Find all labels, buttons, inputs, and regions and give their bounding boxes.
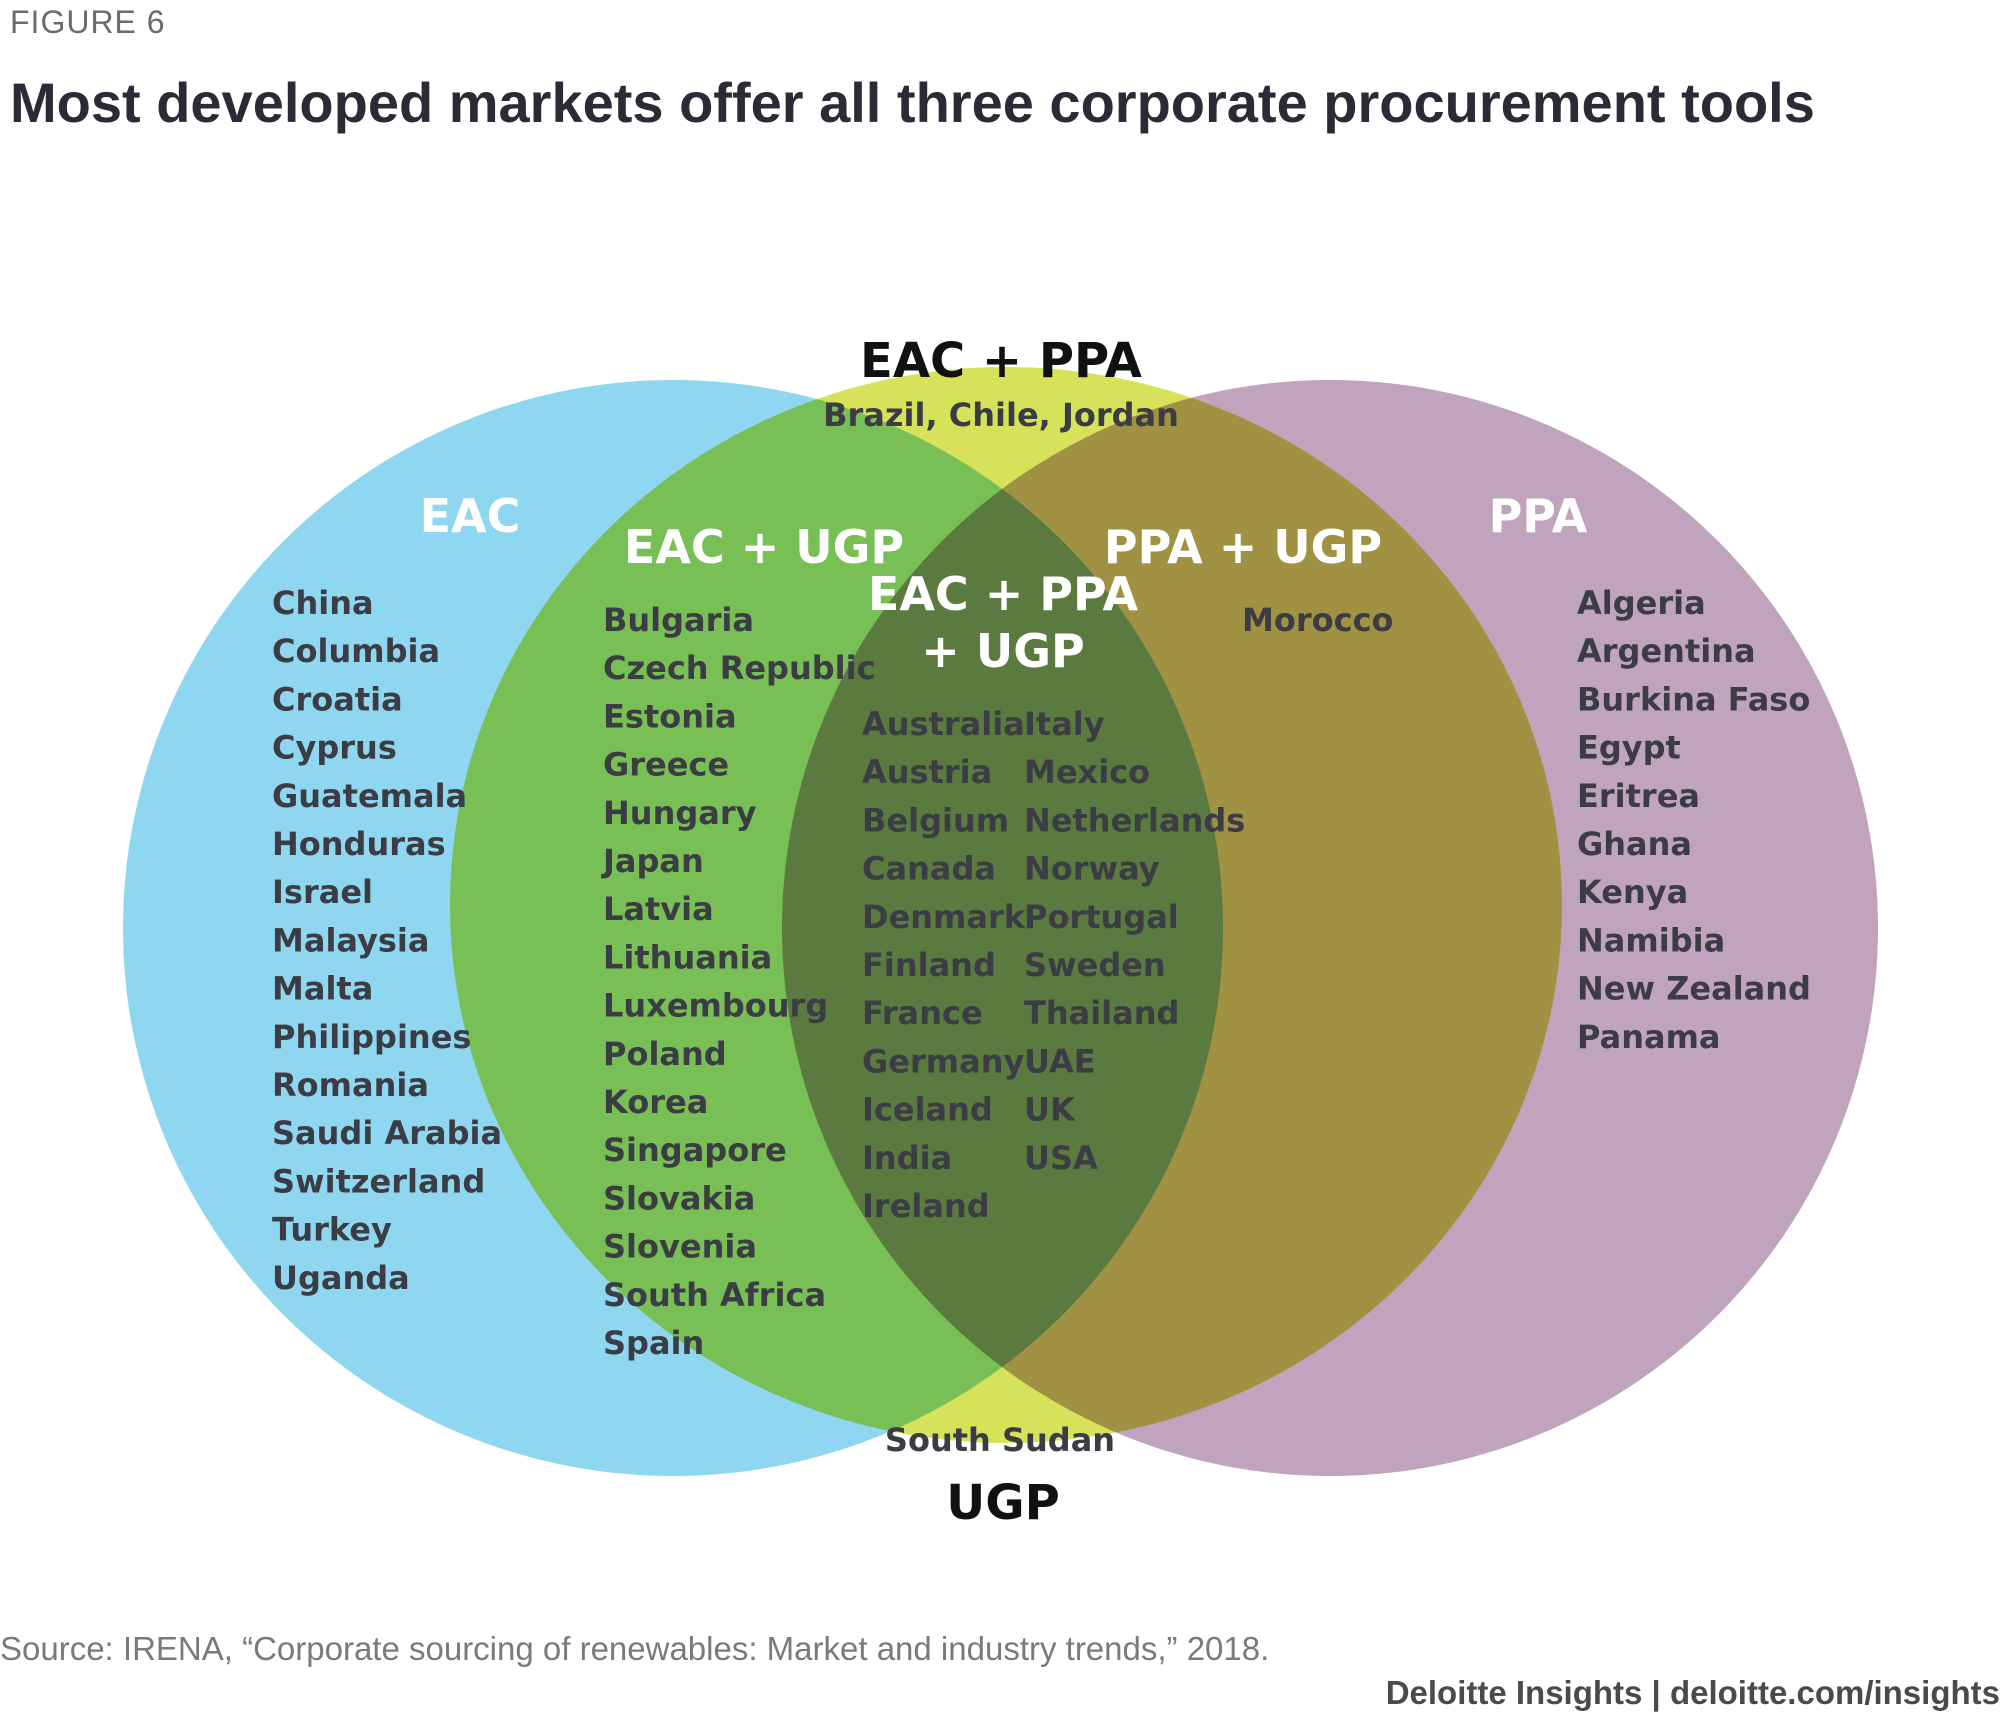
country-item: Bulgaria — [603, 601, 754, 639]
eac-label: EAC — [420, 489, 521, 543]
country-item: Greece — [603, 746, 729, 784]
country-item: Finland — [862, 946, 996, 984]
eac-ppa-countries: Brazil, Chile, Jordan — [823, 396, 1179, 434]
figure-title: Most developed markets offer all three c… — [10, 71, 1815, 134]
eac-ppa-label: EAC + PPA — [860, 333, 1142, 389]
country-item: Saudi Arabia — [272, 1114, 502, 1152]
country-item: Czech Republic — [603, 649, 876, 687]
ppa-ugp-label: PPA + UGP — [1104, 520, 1382, 574]
source-note: Source: IRENA, “Corporate sourcing of re… — [0, 1630, 1270, 1667]
country-item: Columbia — [272, 632, 440, 670]
country-item: Turkey — [272, 1211, 392, 1249]
country-item: Latvia — [603, 890, 714, 928]
country-item: UAE — [1024, 1042, 1096, 1080]
country-item: Lithuania — [603, 938, 772, 976]
country-item: Israel — [272, 873, 373, 911]
country-item: Ireland — [862, 1187, 990, 1225]
country-item: Eritrea — [1577, 777, 1700, 815]
country-item: Morocco — [1242, 601, 1394, 639]
ppa-label: PPA — [1489, 489, 1588, 543]
brand-credit: Deloitte Insights | deloitte.com/insight… — [1385, 1674, 2000, 1711]
country-item: Burkina Faso — [1577, 680, 1810, 718]
country-item: Philippines — [272, 1018, 471, 1056]
country-item: Ghana — [1577, 825, 1692, 863]
country-item: China — [272, 584, 374, 622]
all-three-label-line2: + UGP — [921, 624, 1084, 678]
country-item: Honduras — [272, 825, 446, 863]
country-item: Singapore — [603, 1131, 787, 1169]
figure-label: FIGURE 6 — [10, 4, 166, 40]
country-item: Algeria — [1577, 584, 1706, 622]
ppa-circle — [782, 380, 1878, 1476]
venn-diagram: EAC + PPA Brazil, Chile, Jordan South Su… — [123, 333, 1878, 1531]
country-item: Croatia — [272, 680, 403, 718]
eac-ugp-label: EAC + UGP — [624, 520, 904, 574]
ugp-label: UGP — [946, 1475, 1060, 1531]
country-item: Hungary — [603, 794, 757, 832]
country-item: Argentina — [1577, 632, 1756, 670]
country-item: USA — [1024, 1139, 1098, 1177]
country-item: Iceland — [862, 1091, 993, 1129]
country-item: Belgium — [862, 801, 1009, 839]
country-item: Sweden — [1024, 946, 1166, 984]
country-item: Mexico — [1024, 753, 1150, 791]
country-item: Australia — [862, 705, 1025, 743]
country-item: Norway — [1024, 850, 1160, 888]
country-item: Japan — [601, 842, 704, 880]
country-item: Denmark — [862, 898, 1026, 936]
country-item: Cyprus — [272, 729, 397, 767]
country-item: Estonia — [603, 697, 737, 735]
country-item: Romania — [272, 1066, 429, 1104]
country-item: India — [862, 1139, 952, 1177]
country-item: Malaysia — [272, 921, 429, 959]
country-item: Portugal — [1024, 898, 1179, 936]
country-item: Slovenia — [603, 1228, 757, 1266]
country-item: Thailand — [1024, 994, 1179, 1032]
country-item: Germany — [862, 1042, 1024, 1080]
country-item: Italy — [1024, 705, 1105, 743]
ugp-countries: South Sudan — [885, 1421, 1115, 1459]
all-three-label-line1: EAC + PPA — [868, 567, 1139, 621]
country-item: Austria — [862, 753, 992, 791]
country-item: UK — [1024, 1091, 1076, 1129]
country-item: Malta — [272, 970, 373, 1008]
country-item: Panama — [1577, 1018, 1721, 1056]
country-item: Poland — [603, 1035, 727, 1073]
country-item: New Zealand — [1577, 970, 1811, 1008]
country-item: Switzerland — [272, 1162, 485, 1200]
country-item: Korea — [603, 1083, 708, 1121]
country-item: Egypt — [1577, 729, 1681, 767]
country-item: Namibia — [1577, 921, 1725, 959]
country-item: Slovakia — [603, 1179, 755, 1217]
country-item: Netherlands — [1024, 801, 1245, 839]
country-item: Uganda — [272, 1259, 410, 1297]
country-item: Kenya — [1577, 873, 1688, 911]
country-item: Spain — [603, 1324, 704, 1362]
country-item: Canada — [862, 850, 996, 888]
country-item: Luxembourg — [603, 987, 828, 1025]
country-item: France — [862, 994, 983, 1032]
country-lists: China Columbia Croatia Cyprus Guatemala Hondu… — [272, 584, 1811, 1362]
country-item: South Africa — [603, 1276, 826, 1314]
country-item: Guatemala — [272, 777, 467, 815]
